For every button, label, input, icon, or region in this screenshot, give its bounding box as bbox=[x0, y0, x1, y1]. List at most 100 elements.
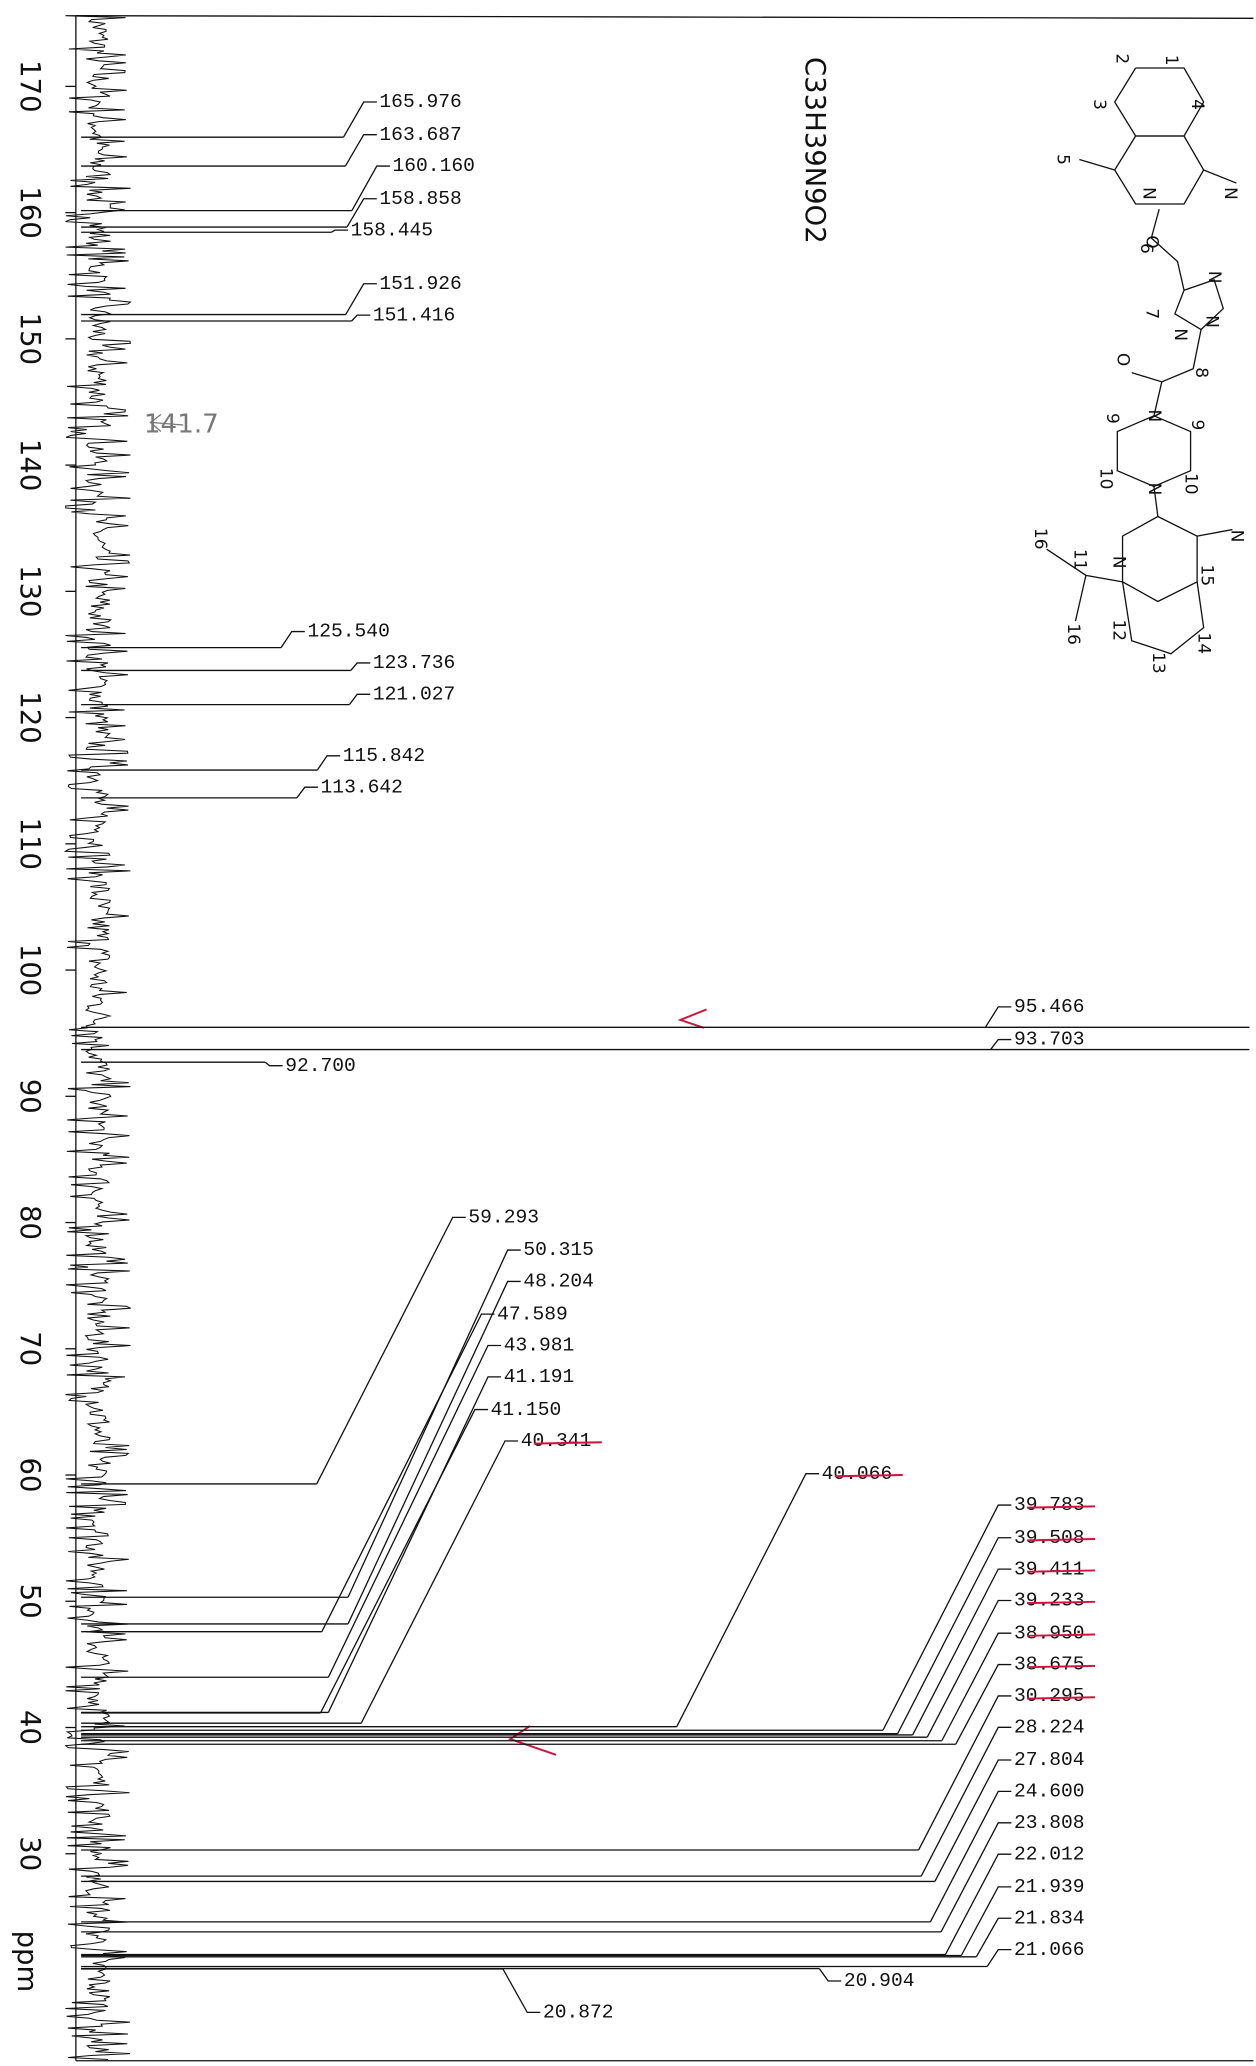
atom-label: 16 bbox=[1063, 623, 1083, 645]
peak-leader bbox=[347, 1280, 521, 1625]
bond bbox=[1150, 209, 1185, 291]
peak-label: 39.411 bbox=[1014, 1558, 1085, 1580]
peak-label: 50.315 bbox=[523, 1239, 594, 1261]
peak-label: 38.950 bbox=[1014, 1622, 1085, 1644]
atom-label: 5 bbox=[1052, 154, 1072, 165]
ring bbox=[1174, 278, 1225, 331]
atom-label: 7 bbox=[1141, 308, 1161, 319]
peak-label: 21.939 bbox=[1014, 1876, 1085, 1898]
atom-label: N bbox=[1144, 483, 1164, 496]
peak-leader bbox=[882, 1504, 1012, 1731]
y-tick-label: 50 bbox=[14, 1584, 45, 1619]
ring bbox=[1116, 415, 1192, 488]
atom-label: 3 bbox=[1089, 99, 1109, 110]
peak-leader bbox=[920, 1726, 1012, 1877]
peak-label: 22.012 bbox=[1014, 1843, 1085, 1865]
peak-leader bbox=[955, 1663, 1012, 1745]
atom-label: 12 bbox=[1109, 619, 1129, 641]
peak-label: 20.872 bbox=[543, 2002, 614, 2024]
peak-leader bbox=[917, 1695, 1012, 1851]
peak-leader bbox=[327, 1376, 502, 1713]
peak-label: 28.224 bbox=[1014, 1717, 1085, 1739]
atom-label: 8 bbox=[1191, 367, 1211, 378]
peak-label: 24.600 bbox=[1014, 1781, 1085, 1803]
strike bbox=[1027, 1633, 1096, 1637]
peak-leader bbox=[321, 1313, 495, 1632]
peak-leader bbox=[348, 693, 371, 706]
atom-label: 2 bbox=[1111, 53, 1131, 64]
y-tick-label: 30 bbox=[14, 1836, 45, 1871]
peak-label: 21.834 bbox=[1014, 1907, 1085, 1929]
peak-label: 165.976 bbox=[379, 91, 461, 113]
atom-label: 14 bbox=[1194, 633, 1214, 655]
peak-leader bbox=[316, 755, 341, 771]
peak-leader bbox=[347, 1249, 521, 1598]
y-tick-label: 40 bbox=[14, 1710, 45, 1745]
peak-leader bbox=[350, 662, 371, 671]
atom-label: N bbox=[1220, 187, 1240, 200]
y-tick-label: 100 bbox=[14, 944, 45, 996]
peak-leader bbox=[360, 1440, 519, 1724]
y-tick-label: 70 bbox=[14, 1331, 45, 1366]
strike bbox=[1027, 1538, 1096, 1542]
peak-leader bbox=[264, 1061, 283, 1067]
atom-label: 10 bbox=[1096, 468, 1116, 490]
strike bbox=[1027, 1600, 1096, 1605]
strike bbox=[1027, 1505, 1096, 1509]
peak-leader bbox=[941, 1632, 1012, 1742]
peak-leader bbox=[960, 1886, 1012, 1956]
peak-leader bbox=[351, 314, 371, 322]
peak-leader bbox=[280, 630, 305, 649]
peak-leader bbox=[346, 198, 377, 228]
peak-leader bbox=[342, 101, 377, 138]
peak-label: 113.642 bbox=[321, 776, 403, 798]
peak-label: 123.736 bbox=[373, 652, 455, 674]
atom-label: 9 bbox=[1102, 413, 1122, 424]
peak-label: 39.783 bbox=[1014, 1494, 1085, 1516]
peak-label: 21.066 bbox=[1014, 1939, 1085, 1961]
bond bbox=[1074, 575, 1087, 622]
peak-leader bbox=[316, 1216, 466, 1485]
strike bbox=[834, 1473, 903, 1478]
peak-leader bbox=[940, 1822, 1012, 1933]
atom-label: 16 bbox=[1030, 528, 1050, 550]
peak-label: 41.191 bbox=[504, 1366, 575, 1388]
peak-label: 115.842 bbox=[343, 745, 425, 767]
y-tick-label: 170 bbox=[14, 60, 45, 112]
atom-label: O bbox=[1113, 353, 1133, 366]
peak-leader bbox=[897, 1537, 1012, 1735]
peak-label: 20.904 bbox=[844, 1970, 915, 1992]
red-arrow bbox=[677, 1008, 707, 1029]
peak-leader bbox=[351, 165, 390, 211]
bond bbox=[1131, 329, 1202, 383]
peak-label: 43.981 bbox=[504, 1335, 575, 1357]
peak-label: 151.926 bbox=[379, 273, 461, 295]
atom-label: O bbox=[1141, 235, 1161, 248]
peak-leader bbox=[926, 1599, 1012, 1738]
atom-label: 1 bbox=[1161, 55, 1181, 66]
bond bbox=[1197, 528, 1233, 537]
ring bbox=[1121, 581, 1205, 655]
baseline-noise bbox=[63, 15, 132, 2060]
peak-leader bbox=[344, 134, 377, 167]
bond bbox=[1203, 169, 1237, 184]
atom-label: N bbox=[1139, 187, 1159, 200]
peak-label: 158.858 bbox=[379, 188, 461, 210]
atom-label: 15 bbox=[1196, 565, 1216, 587]
peak-leader bbox=[929, 1790, 1012, 1923]
peak-leader bbox=[345, 283, 377, 315]
peak-label: 151.416 bbox=[373, 304, 455, 326]
peak-leader bbox=[944, 1853, 1012, 1955]
peak-label: 92.700 bbox=[285, 1055, 356, 1077]
atom-label: 11 bbox=[1069, 549, 1089, 571]
y-tick-label: 80 bbox=[14, 1205, 45, 1240]
peak-leader bbox=[912, 1568, 1012, 1736]
peak-label: 125.540 bbox=[307, 621, 389, 643]
atom-label: 4 bbox=[1187, 99, 1207, 110]
strike bbox=[533, 1441, 602, 1445]
bond bbox=[1079, 158, 1115, 171]
ring bbox=[1121, 515, 1198, 603]
peak-label: 47.589 bbox=[497, 1303, 568, 1325]
atom-label: 13 bbox=[1148, 652, 1168, 674]
